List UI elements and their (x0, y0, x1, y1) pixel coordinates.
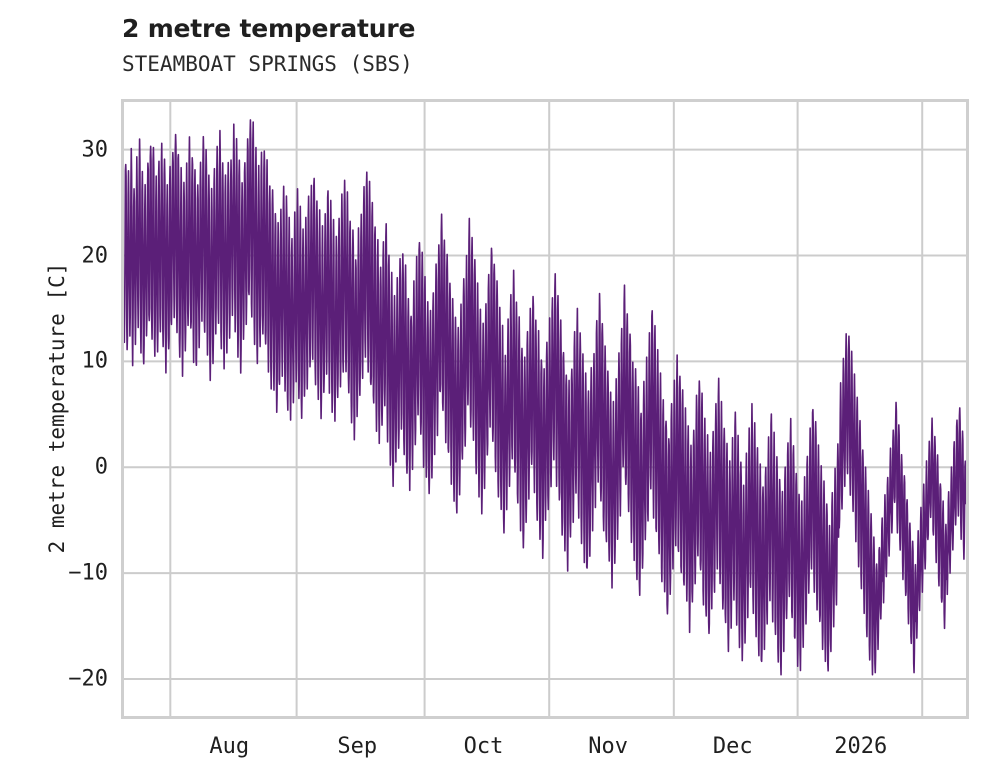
x-axis-tick-label: Dec (712, 734, 753, 759)
y-axis-tick-label: −20 (68, 666, 108, 692)
y-axis-tick-label: 10 (81, 348, 109, 374)
y-axis-tick-labels: 30 20 10 0 −10 −20 (46, 0, 108, 782)
series-line-2m-temperature (124, 119, 966, 676)
page-title: 2 metre temperature (122, 14, 416, 43)
x-axis-tick-label: Sep (337, 734, 378, 759)
y-axis-tick-label: 20 (81, 243, 109, 268)
chart-subtitle: STEAMBOAT SPRINGS (SBS) (122, 52, 413, 76)
temperature-line-chart (124, 102, 966, 716)
y-axis-tick-label: −10 (68, 560, 108, 586)
plot-area (121, 99, 969, 719)
y-axis-tick-label: 30 (81, 137, 109, 163)
x-axis-tick-label: Nov (588, 734, 629, 759)
x-axis-tick-label: Aug (209, 734, 250, 759)
x-axis-tick-label: Oct (463, 734, 504, 759)
x-axis-tick-label: 2026 (834, 734, 888, 759)
y-axis-tick-label: 0 (94, 454, 108, 480)
